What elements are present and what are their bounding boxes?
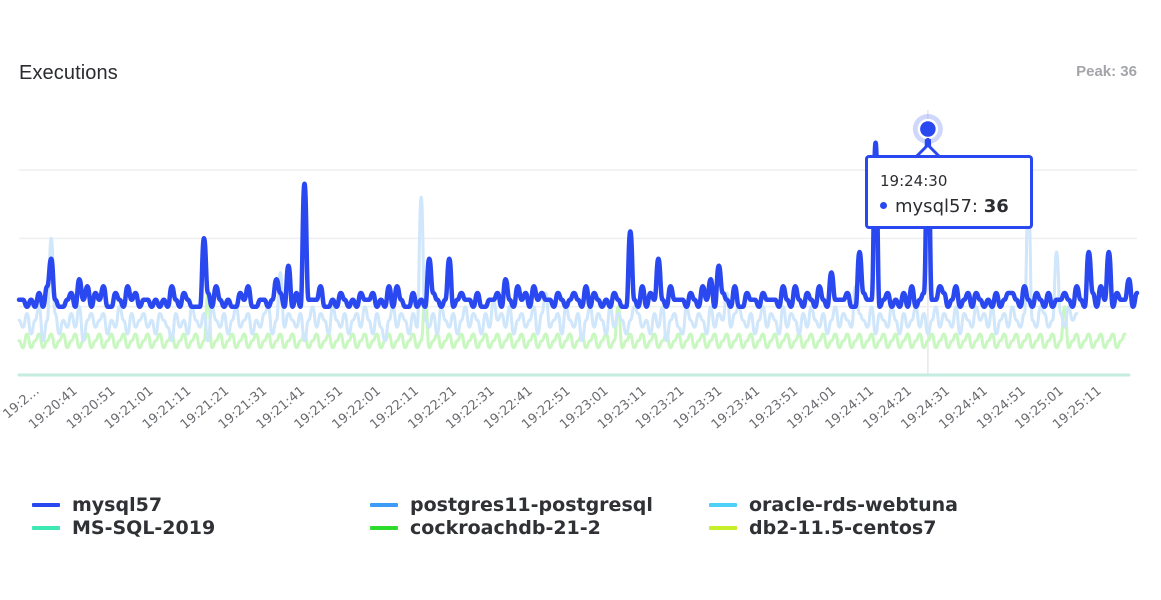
line-swatch-icon bbox=[370, 526, 398, 530]
tooltip-series-row: mysql57: 36 bbox=[880, 196, 1009, 217]
series-line-cockroachdb-21-2[interactable] bbox=[17, 291, 1127, 350]
series-line-oracle-rds-webtuna[interactable] bbox=[17, 195, 1079, 343]
legend-label: oracle-rds-webtuna bbox=[749, 494, 958, 516]
tooltip-time: 19:24:30 bbox=[880, 172, 948, 190]
legend-label: MS-SQL-2019 bbox=[72, 517, 216, 539]
line-swatch-icon bbox=[32, 503, 60, 507]
tooltip-series-name: mysql57 bbox=[895, 196, 972, 217]
legend-label: mysql57 bbox=[72, 494, 163, 516]
chart-title: Executions bbox=[19, 62, 118, 84]
line-swatch-icon bbox=[709, 526, 737, 530]
legend-item-mysql57[interactable]: mysql57 bbox=[32, 494, 162, 516]
series-line-mysql57[interactable] bbox=[16, 126, 1140, 309]
chart-tooltip: 19:24:30 mysql57: 36 bbox=[865, 155, 1033, 229]
line-swatch-icon bbox=[709, 503, 737, 507]
legend-label: postgres11-postgresql bbox=[410, 494, 653, 516]
line-chart-plot[interactable]: 19:2…19:20:4119:20:5119:21:0119:21:1119:… bbox=[0, 0, 1161, 480]
highlight-point-marker[interactable] bbox=[917, 118, 939, 140]
legend-label: cockroachdb-21-2 bbox=[410, 517, 601, 539]
series-dot-icon bbox=[880, 201, 887, 209]
legend-item-cockroachdb-21-2[interactable]: cockroachdb-21-2 bbox=[370, 517, 601, 539]
line-swatch-icon bbox=[32, 526, 60, 530]
tooltip-value: 36 bbox=[983, 196, 1009, 217]
legend-item-ms-sql-2019[interactable]: MS-SQL-2019 bbox=[32, 517, 215, 539]
legend-item-postgres11-postgresql[interactable]: postgres11-postgresql bbox=[370, 494, 653, 516]
line-swatch-icon bbox=[370, 503, 398, 507]
legend-item-oracle-rds-webtuna[interactable]: oracle-rds-webtuna bbox=[709, 494, 958, 516]
peak-indicator: Peak: 36 bbox=[1076, 63, 1137, 80]
tooltip-separator: : bbox=[971, 196, 978, 217]
legend-item-db2-11.5-centos7[interactable]: db2-11.5-centos7 bbox=[709, 517, 936, 539]
legend-label: db2-11.5-centos7 bbox=[749, 517, 937, 539]
